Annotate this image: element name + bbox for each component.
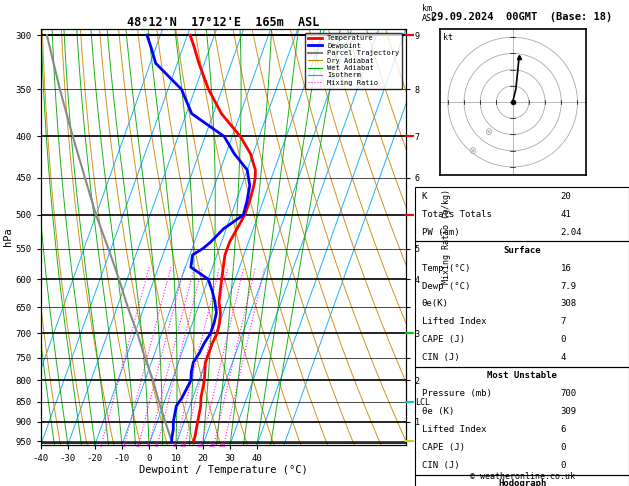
Text: Hodograph: Hodograph [498,479,546,486]
Text: 8: 8 [172,443,176,448]
Text: km
ASL: km ASL [422,3,437,23]
Text: Lifted Index: Lifted Index [421,317,486,327]
Text: hPa: hPa [3,227,13,246]
Text: 29.09.2024  00GMT  (Base: 18): 29.09.2024 00GMT (Base: 18) [431,12,613,22]
Text: 6: 6 [560,425,566,434]
Text: 25: 25 [219,443,226,448]
Text: 1: 1 [98,443,102,448]
Text: θe (K): θe (K) [421,407,454,417]
Text: kt: kt [443,34,453,42]
Title: 48°12'N  17°12'E  165m  ASL: 48°12'N 17°12'E 165m ASL [127,16,320,29]
Legend: Temperature, Dewpoint, Parcel Trajectory, Dry Adiabat, Wet Adiabat, Isotherm, Mi: Temperature, Dewpoint, Parcel Trajectory… [305,33,402,88]
Text: K: K [421,191,427,201]
Text: 7: 7 [560,317,566,327]
Text: 700: 700 [560,389,577,399]
Text: Pressure (mb): Pressure (mb) [421,389,491,399]
Text: θe(K): θe(K) [421,299,448,309]
Text: Totals Totals: Totals Totals [421,209,491,219]
Text: $\otimes$: $\otimes$ [484,126,493,137]
Text: CAPE (J): CAPE (J) [421,335,465,345]
Text: 5: 5 [154,443,158,448]
Bar [415,241,629,367]
Text: 0: 0 [560,443,566,452]
Text: Mixing Ratio (g/kg): Mixing Ratio (g/kg) [442,190,451,284]
Text: 20: 20 [560,191,571,201]
Text: CIN (J): CIN (J) [421,461,459,470]
Text: CIN (J): CIN (J) [421,353,459,363]
Text: 15: 15 [196,443,204,448]
Text: 4: 4 [560,353,566,363]
Bar [415,475,629,486]
Text: 2: 2 [121,443,125,448]
Text: $\otimes$: $\otimes$ [467,145,477,156]
Text: PW (cm): PW (cm) [421,227,459,237]
Text: 0: 0 [560,335,566,345]
Text: 20: 20 [209,443,216,448]
Text: © weatheronline.co.uk: © weatheronline.co.uk [470,472,574,481]
Text: Temp (°C): Temp (°C) [421,263,470,273]
Text: 3: 3 [135,443,139,448]
Text: Surface: Surface [503,245,541,255]
Text: 308: 308 [560,299,577,309]
Bar [415,367,629,475]
Text: Most Unstable: Most Unstable [487,371,557,381]
Text: 309: 309 [560,407,577,417]
Text: CAPE (J): CAPE (J) [421,443,465,452]
Text: 16: 16 [560,263,571,273]
Bar [415,187,629,241]
Text: 2.04: 2.04 [560,227,582,237]
Text: Dewp (°C): Dewp (°C) [421,281,470,291]
Text: 7.9: 7.9 [560,281,577,291]
Text: 10: 10 [180,443,187,448]
X-axis label: Dewpoint / Temperature (°C): Dewpoint / Temperature (°C) [139,466,308,475]
Text: 41: 41 [560,209,571,219]
Text: 4: 4 [146,443,150,448]
Text: Lifted Index: Lifted Index [421,425,486,434]
Text: 0: 0 [560,461,566,470]
